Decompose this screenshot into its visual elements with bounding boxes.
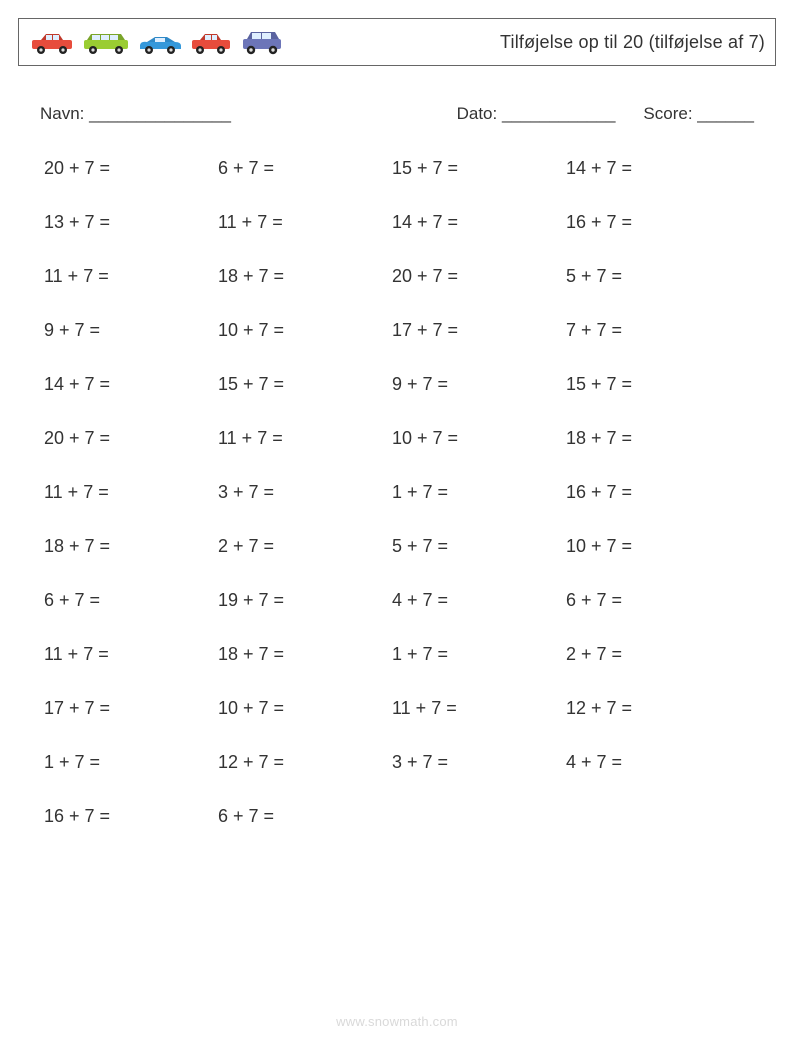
info-row: Navn: _______________ Dato: ____________… xyxy=(18,104,776,124)
worksheet-title: Tilføjelse op til 20 (tilføjelse af 7) xyxy=(500,32,765,53)
problem-cell: 10 + 7 = xyxy=(218,698,392,719)
problem-cell: 17 + 7 = xyxy=(392,320,566,341)
problem-cell: 11 + 7 = xyxy=(218,212,392,233)
problem-cell: 12 + 7 = xyxy=(218,752,392,773)
problem-cell: 9 + 7 = xyxy=(44,320,218,341)
problem-cell: 18 + 7 = xyxy=(44,536,218,557)
problem-cell: 1 + 7 = xyxy=(392,482,566,503)
problems-grid: 20 + 7 = 6 + 7 = 15 + 7 = 14 + 7 = 13 + … xyxy=(18,158,776,827)
score-label: Score: ______ xyxy=(643,104,754,124)
problem-cell: 4 + 7 = xyxy=(392,590,566,611)
problem-cell: 16 + 7 = xyxy=(44,806,218,827)
car-icon xyxy=(239,29,285,55)
problem-cell: 6 + 7 = xyxy=(218,158,392,179)
problem-cell: 1 + 7 = xyxy=(392,644,566,665)
problem-cell: 6 + 7 = xyxy=(218,806,392,827)
car-icon xyxy=(29,31,75,55)
problem-cell: 10 + 7 = xyxy=(218,320,392,341)
problem-cell: 15 + 7 = xyxy=(218,374,392,395)
header-box: Tilføjelse op til 20 (tilføjelse af 7) xyxy=(18,18,776,66)
problem-cell: 6 + 7 = xyxy=(44,590,218,611)
problem-cell: 14 + 7 = xyxy=(392,212,566,233)
problem-cell: 5 + 7 = xyxy=(566,266,740,287)
car-icon xyxy=(81,31,131,55)
problem-cell xyxy=(566,806,740,827)
problem-cell: 15 + 7 = xyxy=(566,374,740,395)
problem-cell: 18 + 7 = xyxy=(218,266,392,287)
problem-cell: 20 + 7 = xyxy=(44,428,218,449)
problem-cell: 11 + 7 = xyxy=(44,644,218,665)
problem-cell: 20 + 7 = xyxy=(44,158,218,179)
problem-cell: 11 + 7 = xyxy=(218,428,392,449)
problem-cell: 15 + 7 = xyxy=(392,158,566,179)
problem-cell: 18 + 7 = xyxy=(566,428,740,449)
problem-cell: 6 + 7 = xyxy=(566,590,740,611)
problem-cell: 17 + 7 = xyxy=(44,698,218,719)
problem-cell xyxy=(392,806,566,827)
problem-cell: 16 + 7 = xyxy=(566,482,740,503)
problem-cell: 4 + 7 = xyxy=(566,752,740,773)
problem-cell: 3 + 7 = xyxy=(392,752,566,773)
cars-row xyxy=(29,29,285,55)
car-icon xyxy=(189,31,233,55)
problem-cell: 11 + 7 = xyxy=(44,482,218,503)
problem-cell: 9 + 7 = xyxy=(392,374,566,395)
problem-cell: 11 + 7 = xyxy=(44,266,218,287)
problem-cell: 13 + 7 = xyxy=(44,212,218,233)
problem-cell: 19 + 7 = xyxy=(218,590,392,611)
problem-cell: 14 + 7 = xyxy=(566,158,740,179)
problem-cell: 10 + 7 = xyxy=(566,536,740,557)
car-icon xyxy=(137,33,183,55)
problem-cell: 11 + 7 = xyxy=(392,698,566,719)
problem-cell: 14 + 7 = xyxy=(44,374,218,395)
footer-watermark: www.snowmath.com xyxy=(0,1014,794,1029)
problem-cell: 10 + 7 = xyxy=(392,428,566,449)
problem-cell: 2 + 7 = xyxy=(566,644,740,665)
problem-cell: 12 + 7 = xyxy=(566,698,740,719)
name-label: Navn: _______________ xyxy=(40,104,231,124)
problem-cell: 1 + 7 = xyxy=(44,752,218,773)
problem-cell: 5 + 7 = xyxy=(392,536,566,557)
problem-cell: 20 + 7 = xyxy=(392,266,566,287)
problem-cell: 7 + 7 = xyxy=(566,320,740,341)
problem-cell: 3 + 7 = xyxy=(218,482,392,503)
date-label: Dato: ____________ xyxy=(457,104,616,124)
problem-cell: 16 + 7 = xyxy=(566,212,740,233)
problem-cell: 18 + 7 = xyxy=(218,644,392,665)
problem-cell: 2 + 7 = xyxy=(218,536,392,557)
